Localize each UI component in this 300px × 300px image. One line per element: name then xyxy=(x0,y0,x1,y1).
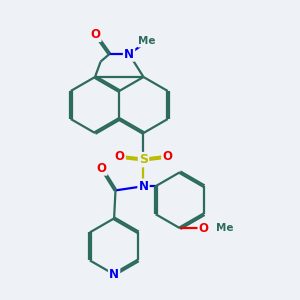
Text: O: O xyxy=(162,150,172,163)
Text: O: O xyxy=(199,222,209,235)
Text: N: N xyxy=(124,47,134,61)
Text: O: O xyxy=(97,161,106,175)
Text: N: N xyxy=(139,180,148,193)
Text: Me: Me xyxy=(139,36,156,46)
Text: O: O xyxy=(90,28,100,41)
Text: Me: Me xyxy=(216,223,233,233)
Text: N: N xyxy=(109,268,119,281)
Text: O: O xyxy=(115,150,125,163)
Text: S: S xyxy=(139,153,148,166)
